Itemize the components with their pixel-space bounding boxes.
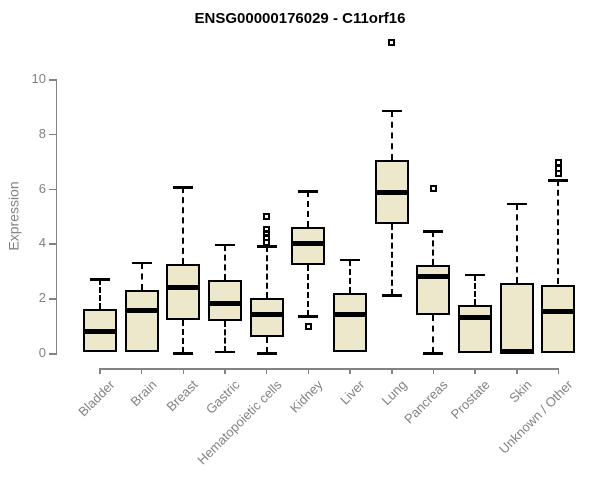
x-tick <box>432 368 435 374</box>
upper-whisker-brain <box>140 262 143 290</box>
median-skin <box>499 349 534 355</box>
y-tick <box>48 353 56 355</box>
box-skin <box>499 283 534 353</box>
median-prostate <box>458 314 493 320</box>
box-gastric <box>208 280 243 322</box>
outlier-point-hematopoietic-cells <box>263 226 271 234</box>
lower-whisker-hematopoietic-cells <box>265 336 268 353</box>
lower-whisker-cap-kidney <box>298 315 319 318</box>
x-tick <box>307 368 310 374</box>
y-tick <box>48 79 56 81</box>
x-tick <box>224 368 226 374</box>
y-tick-label: 10 <box>31 71 46 86</box>
x-axis-line <box>100 368 559 370</box>
lower-whisker-cap-hematopoietic-cells <box>256 352 277 355</box>
y-tick-label: 4 <box>38 235 46 251</box>
upper-whisker-pancreas <box>432 231 435 266</box>
x-tick <box>265 368 268 374</box>
box-kidney <box>291 226 326 266</box>
upper-whisker-bladder <box>99 279 101 310</box>
upper-whisker-cap-gastric <box>215 243 236 247</box>
y-tick <box>48 188 56 191</box>
lower-whisker-lung <box>390 224 393 296</box>
lower-whisker-pancreas <box>432 314 435 353</box>
x-tick <box>140 368 143 374</box>
x-tick <box>474 368 476 374</box>
outlier-point-kidney <box>304 323 312 331</box>
upper-whisker-cap-pancreas <box>423 230 444 233</box>
upper-whisker-cap-unknown-other <box>548 179 569 182</box>
chart-title: ENSG00000176029 - C11orf16 <box>194 10 406 27</box>
x-tick <box>349 368 351 374</box>
upper-whisker-cap-hematopoietic-cells <box>256 245 277 248</box>
x-tick <box>557 368 560 374</box>
upper-whisker-cap-bladder <box>90 278 110 281</box>
median-hematopoietic-cells <box>249 312 284 318</box>
median-kidney <box>291 240 326 246</box>
median-liver <box>333 312 368 318</box>
box-unknown-other <box>541 284 576 353</box>
x-tick <box>391 368 393 374</box>
box-prostate <box>458 305 493 353</box>
upper-whisker-hematopoietic-cells <box>265 246 268 299</box>
y-tick <box>48 243 56 245</box>
upper-whisker-liver <box>349 259 352 293</box>
y-tick <box>48 298 56 300</box>
upper-whisker-cap-prostate <box>465 273 486 277</box>
box-breast <box>166 263 201 321</box>
median-gastric <box>208 301 243 307</box>
upper-whisker-skin <box>515 203 518 284</box>
y-axis-line <box>55 79 57 355</box>
median-brain <box>124 308 159 314</box>
lower-whisker-cap-gastric <box>215 350 236 354</box>
median-lung <box>374 190 409 196</box>
upper-whisker-unknown-other <box>557 180 560 285</box>
median-bladder <box>83 328 117 334</box>
upper-whisker-prostate <box>474 274 477 306</box>
outlier-point-unknown-other <box>554 159 562 167</box>
upper-whisker-kidney <box>307 191 310 227</box>
y-tick-label: 0 <box>38 345 46 360</box>
lower-whisker-cap-breast <box>173 352 194 355</box>
x-tick <box>516 368 518 374</box>
y-tick <box>48 133 56 136</box>
median-breast <box>166 284 201 290</box>
upper-whisker-cap-kidney <box>298 190 319 193</box>
median-unknown-other <box>541 309 576 315</box>
lower-whisker-cap-pancreas <box>423 352 444 355</box>
x-tick <box>99 368 101 374</box>
upper-whisker-cap-breast <box>173 186 194 189</box>
y-tick-label: 6 <box>38 180 46 196</box>
box-liver <box>333 292 368 352</box>
box-pancreas <box>416 265 451 315</box>
upper-whisker-breast <box>182 187 185 264</box>
upper-whisker-cap-lung <box>381 109 402 112</box>
x-tick <box>182 368 185 374</box>
outlier-point-lung <box>388 38 396 46</box>
box-hematopoietic-cells <box>249 298 284 337</box>
lower-whisker-cap-lung <box>381 294 402 297</box>
median-pancreas <box>416 273 451 279</box>
y-tick-label: 2 <box>38 290 46 306</box>
outlier-point-hematopoietic-cells <box>263 212 271 220</box>
lower-whisker-kidney <box>307 265 310 316</box>
box-brain <box>124 289 159 352</box>
y-tick-label: 8 <box>38 125 46 141</box>
lower-whisker-gastric <box>224 321 227 352</box>
outlier-point-pancreas <box>429 185 437 193</box>
upper-whisker-cap-skin <box>506 202 527 206</box>
upper-whisker-cap-liver <box>340 258 361 262</box>
lower-whisker-breast <box>182 320 185 353</box>
upper-whisker-gastric <box>224 244 227 281</box>
upper-whisker-lung <box>390 110 393 160</box>
upper-whisker-cap-brain <box>131 261 152 265</box>
